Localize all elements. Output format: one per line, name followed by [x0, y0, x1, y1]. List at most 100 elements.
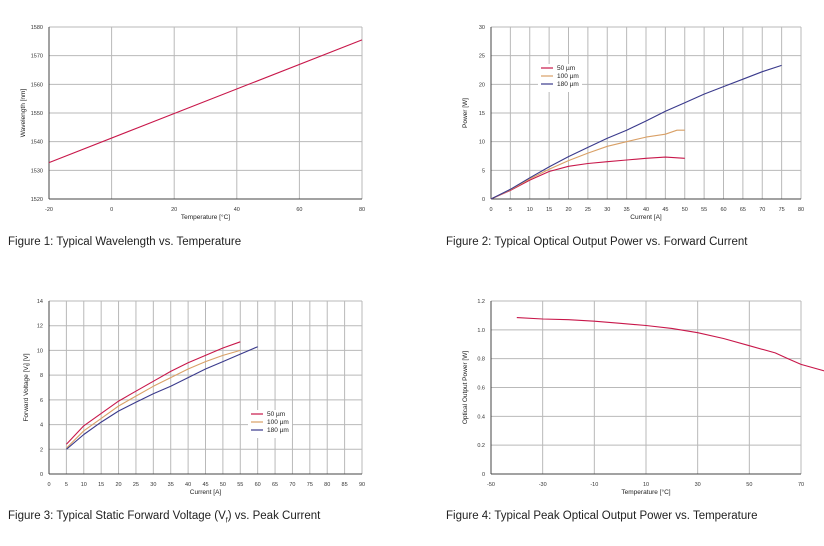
- x-tick-label: -50: [487, 482, 495, 488]
- figure1-caption: Figure 1: Typical Wavelength vs. Tempera…: [8, 236, 242, 248]
- x-tick-label: 65: [740, 207, 746, 213]
- x-tick-label: 45: [202, 482, 208, 488]
- y-tick-label: 0: [482, 472, 485, 478]
- x-tick-label: 55: [701, 207, 707, 213]
- y-tick-label: 1560: [31, 82, 43, 88]
- x-tick-label: 55: [237, 482, 243, 488]
- x-tick-label: 40: [643, 207, 649, 213]
- x-tick-label: 10: [643, 482, 649, 488]
- legend-label: 180 µm: [267, 427, 289, 434]
- x-tick-label: 5: [65, 482, 68, 488]
- y-axis-label-suffix: ] [V]: [23, 353, 30, 365]
- series-line-3: [66, 346, 258, 450]
- x-tick-label: 50: [682, 207, 688, 213]
- legend-label: 100 µm: [267, 419, 289, 426]
- y-tick-label: 20: [479, 82, 485, 88]
- y-tick-label: 0.2: [477, 443, 485, 449]
- x-tick-label: 40: [234, 207, 240, 213]
- chart-4: -50 -30 -10 10 30 50 70 0 0.2 0.4 0.6 0.8 1.0 1.2 Temp…: [462, 299, 824, 496]
- y-tick-label: 1580: [31, 25, 43, 31]
- y-axis-label-sub: f: [26, 364, 31, 366]
- series-line-1: [490, 156, 685, 200]
- x-tick-label: 30: [604, 207, 610, 213]
- x-tick-label: 10: [81, 482, 87, 488]
- figure3-caption-prefix: Figure 3: Typical Static Forward Voltage…: [8, 510, 226, 522]
- legend-box: [248, 410, 292, 438]
- y-tick-label: 0: [482, 197, 485, 203]
- x-tick-label: 60: [720, 207, 726, 213]
- figure3-caption-suffix: ) vs. Peak Current: [227, 510, 321, 522]
- x-tick-label: 80: [798, 207, 804, 213]
- y-axis-label: Wavelength [nm]: [20, 89, 27, 138]
- x-tick-label: 75: [307, 482, 313, 488]
- x-tick-label: 60: [255, 482, 261, 488]
- legend-label: 100 µm: [557, 73, 579, 80]
- y-tick-label: 15: [479, 111, 485, 117]
- x-tick-label: -20: [45, 207, 53, 213]
- x-tick-label: 0: [489, 207, 492, 213]
- x-tick-label: 70: [289, 482, 295, 488]
- x-tick-label: 65: [272, 482, 278, 488]
- x-tick-label: 70: [798, 482, 804, 488]
- x-tick-label: 30: [150, 482, 156, 488]
- y-tick-label: 2: [40, 447, 43, 453]
- y-tick-label: 10: [37, 348, 43, 354]
- x-tick-label: 30: [695, 482, 701, 488]
- y-tick-label: 1.2: [477, 299, 485, 305]
- y-tick-label: 12: [37, 324, 43, 330]
- y-tick-label: 1540: [31, 140, 43, 146]
- x-tick-label: 85: [342, 482, 348, 488]
- legend-box: [538, 64, 582, 92]
- y-tick-label: 0.4: [477, 414, 485, 420]
- y-tick-label: 10: [479, 140, 485, 146]
- x-tick-label: 25: [133, 482, 139, 488]
- y-tick-label: 0.6: [477, 386, 485, 392]
- legend-label: 180 µm: [557, 81, 579, 88]
- figure4-caption: Figure 4: Typical Peak Optical Output Po…: [446, 510, 758, 522]
- x-tick-label: 35: [168, 482, 174, 488]
- series-line-1: [65, 341, 241, 445]
- series-line-3: [490, 64, 782, 200]
- y-tick-label: 25: [479, 54, 485, 60]
- figure3-caption: Figure 3: Typical Static Forward Voltage…: [8, 510, 320, 524]
- series-line-1: [516, 317, 824, 372]
- x-tick-label: 35: [624, 207, 630, 213]
- x-tick-label: 20: [565, 207, 571, 213]
- series-line-2: [490, 129, 685, 200]
- chart-3: 0 5 10 15 20 25 30 35 40 45 50 55 60 65 70 75 80 85 90 0 2 4 6…: [23, 299, 365, 496]
- x-tick-label: 80: [359, 207, 365, 213]
- series-line-2: [66, 349, 241, 449]
- x-axis-label: Current [A]: [630, 214, 662, 221]
- y-tick-label: 1520: [31, 197, 43, 203]
- x-tick-label: 40: [185, 482, 191, 488]
- x-tick-label: 45: [662, 207, 668, 213]
- x-tick-label: 70: [759, 207, 765, 213]
- x-tick-label: 50: [746, 482, 752, 488]
- y-tick-label: 5: [482, 168, 485, 174]
- x-tick-label: 20: [171, 207, 177, 213]
- x-tick-label: 15: [98, 482, 104, 488]
- y-tick-label: 4: [40, 423, 43, 429]
- figure3-caption-sub: f: [225, 517, 228, 525]
- y-axis-label: Forward Voltage [Vf] [V]: [23, 353, 31, 421]
- x-tick-label: 90: [359, 482, 365, 488]
- x-tick-label: 15: [546, 207, 552, 213]
- y-tick-label: 0.8: [477, 357, 485, 363]
- legend-label: 50 µm: [557, 65, 575, 72]
- legend-label: 50 µm: [267, 411, 285, 418]
- y-axis-label-main: Forward Voltage [V: [23, 366, 30, 422]
- figure2-caption: Figure 2: Typical Optical Output Power v…: [446, 236, 748, 248]
- y-axis-label: Optical Output Power [W]: [462, 351, 469, 425]
- x-tick-label: 10: [527, 207, 533, 213]
- x-tick-label: 20: [115, 482, 121, 488]
- y-tick-label: 0: [40, 472, 43, 478]
- y-tick-label: 1570: [31, 54, 43, 60]
- x-axis-label: Temperature [°C]: [621, 488, 670, 496]
- x-tick-label: 0: [47, 482, 50, 488]
- chart-2: 0 5 10 15 20 25 30 35 40 45 50 55 60 65 70 75 80 0 5 10 15 20…: [462, 25, 804, 221]
- y-tick-label: 6: [40, 398, 43, 404]
- x-tick-label: 50: [220, 482, 226, 488]
- series-line-1: [48, 39, 363, 164]
- chart-1: -20 0 20 40 60 80 1520 1530 1540 1550 1560 1570 1580…: [20, 25, 365, 221]
